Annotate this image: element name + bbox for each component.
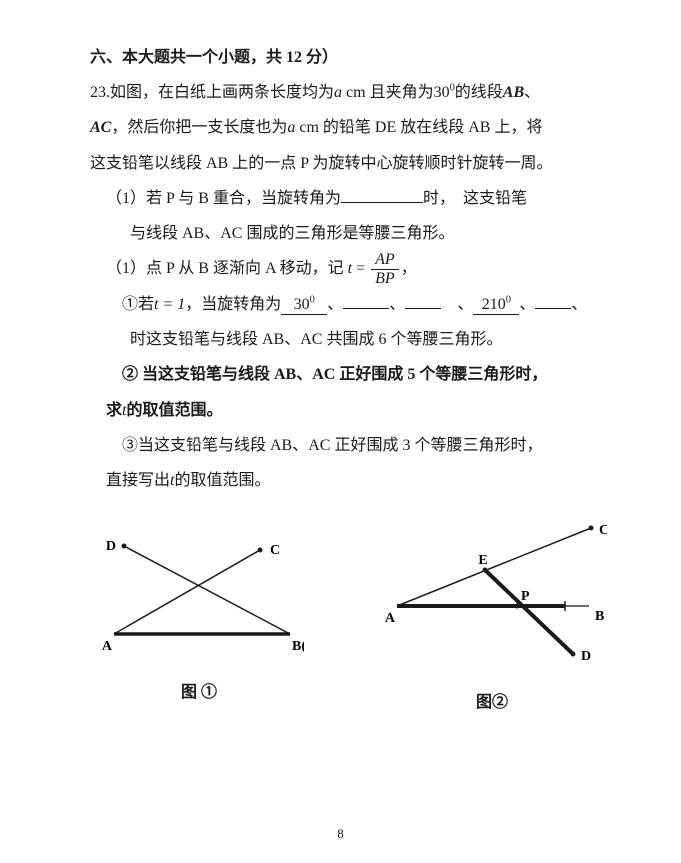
figure-1-svg: A B(E) C D (94, 516, 304, 656)
page-number: 8 (0, 820, 681, 849)
svg-text:D: D (106, 539, 116, 554)
t2: 且夹角为 (370, 84, 434, 101)
svg-text:B(E): B(E) (292, 639, 304, 654)
q2e: 求 (106, 402, 122, 419)
q1b: 时， 这支铅笔 (423, 190, 527, 207)
blank-ang5 (535, 291, 571, 309)
svg-text:E: E (478, 553, 487, 568)
t1: 如图，在白纸上画两条长度均为 (110, 84, 334, 101)
seg-ab: AB (503, 84, 524, 101)
section-heading: 六、本大题共一个小题，共 12 分） (90, 40, 611, 75)
figure-1: A B(E) C D 图 ① (94, 516, 304, 720)
frac-num: AP (371, 252, 399, 270)
blank-ang3 (405, 291, 441, 309)
cm1: cm (342, 84, 370, 101)
figure-2: A B C D E P 图② (377, 516, 607, 720)
q2g: 直接写出 (106, 472, 170, 489)
q1-line1: （1）若 P 与 B 重合，当旋转角为 时， 这支铅笔 (90, 181, 611, 216)
q2b-head: ①若 (122, 296, 154, 313)
cm2: cm (295, 119, 323, 136)
deg30-1: 300 (434, 84, 455, 101)
problem-line1: 23.如图，在白纸上画两条长度均为a cm 且夹角为300的线段AB、 (90, 75, 611, 110)
blank-ang4: 2100 (473, 297, 519, 315)
q2-sub3-line1: ③当这支铅笔与线段 AB、AC 正好围成 3 个等腰三角形时， (90, 428, 611, 463)
sep3: 、 (457, 296, 473, 313)
q2e2: 的取值范围。 (126, 402, 222, 419)
sep5: 、 (571, 296, 587, 313)
figure-1-caption: 图 ① (94, 675, 304, 710)
svg-text:C: C (270, 543, 280, 558)
q2-sub2-line2: 求t的取值范围。 (90, 393, 611, 428)
seg-ac: AC (90, 119, 111, 136)
svg-text:B: B (595, 609, 604, 624)
q2-line1: （1）点 P 从 B 逐渐向 A 移动，记 t = APBP， (90, 251, 611, 287)
svg-text:A: A (102, 639, 113, 654)
t3: 的线段 (455, 84, 503, 101)
blank-ang1: 300 (281, 297, 327, 315)
q2a-tail: ， (401, 260, 417, 277)
t6: 的铅笔 DE 放在线段 AB 上，将 (323, 119, 543, 136)
problem-line3: 这支铅笔以线段 AB 上的一点 P 为旋转中心旋转顺时针旋转一周。 (90, 146, 611, 181)
t5: ，然后你把一支长度也为 (111, 119, 287, 136)
q2a: （1）点 P 从 B 逐渐向 A 移动，记 (106, 260, 348, 277)
t-eq-1: t = 1 (154, 296, 185, 313)
q1a: （1）若 P 与 B 重合，当旋转角为 (106, 190, 341, 207)
q2-sub2-line1: ② 当这支铅笔与线段 AB、AC 正好围成 5 个等腰三角形时， (90, 357, 611, 392)
problem-line2: AC，然后你把一支长度也为a cm 的铅笔 DE 放在线段 AB 上，将 (90, 110, 611, 145)
fraction-ap-bp: APBP (371, 252, 399, 287)
q2-sub1-line1: ①若t = 1，当旋转角为300、、 、2100、、 (90, 287, 611, 322)
svg-text:A: A (385, 611, 396, 626)
q2-sub3-line2: 直接写出t的取值范围。 (90, 463, 611, 498)
blank-ang2 (343, 291, 389, 309)
figure-2-svg: A B C D E P (377, 516, 607, 666)
figure-2-caption: 图② (377, 685, 607, 720)
figures-row: A B(E) C D 图 ① A B C D E P 图② (90, 516, 611, 720)
svg-text:C: C (599, 523, 607, 538)
eq: = (352, 260, 369, 277)
q2b2: ，当旋转角为 (185, 296, 281, 313)
blank-1 (341, 185, 423, 203)
var-a-1: a (334, 84, 342, 101)
sep2: 、 (389, 296, 405, 313)
exam-page: 六、本大题共一个小题，共 12 分） 23.如图，在白纸上画两条长度均为a cm… (0, 0, 681, 863)
sep1: 、 (327, 296, 343, 313)
sep4: 、 (519, 296, 535, 313)
svg-text:P: P (521, 589, 530, 604)
svg-text:D: D (581, 649, 591, 664)
problem-number: 23. (90, 84, 110, 101)
q1-line2: 与线段 AB、AC 围成的三角形是等腰三角形。 (90, 216, 611, 251)
q2g2: 的取值范围。 (174, 472, 270, 489)
t4: 、 (524, 84, 540, 101)
frac-den: BP (371, 270, 399, 287)
q2-sub1-line2: 时这支铅笔与线段 AB、AC 共围成 6 个等腰三角形。 (90, 322, 611, 357)
